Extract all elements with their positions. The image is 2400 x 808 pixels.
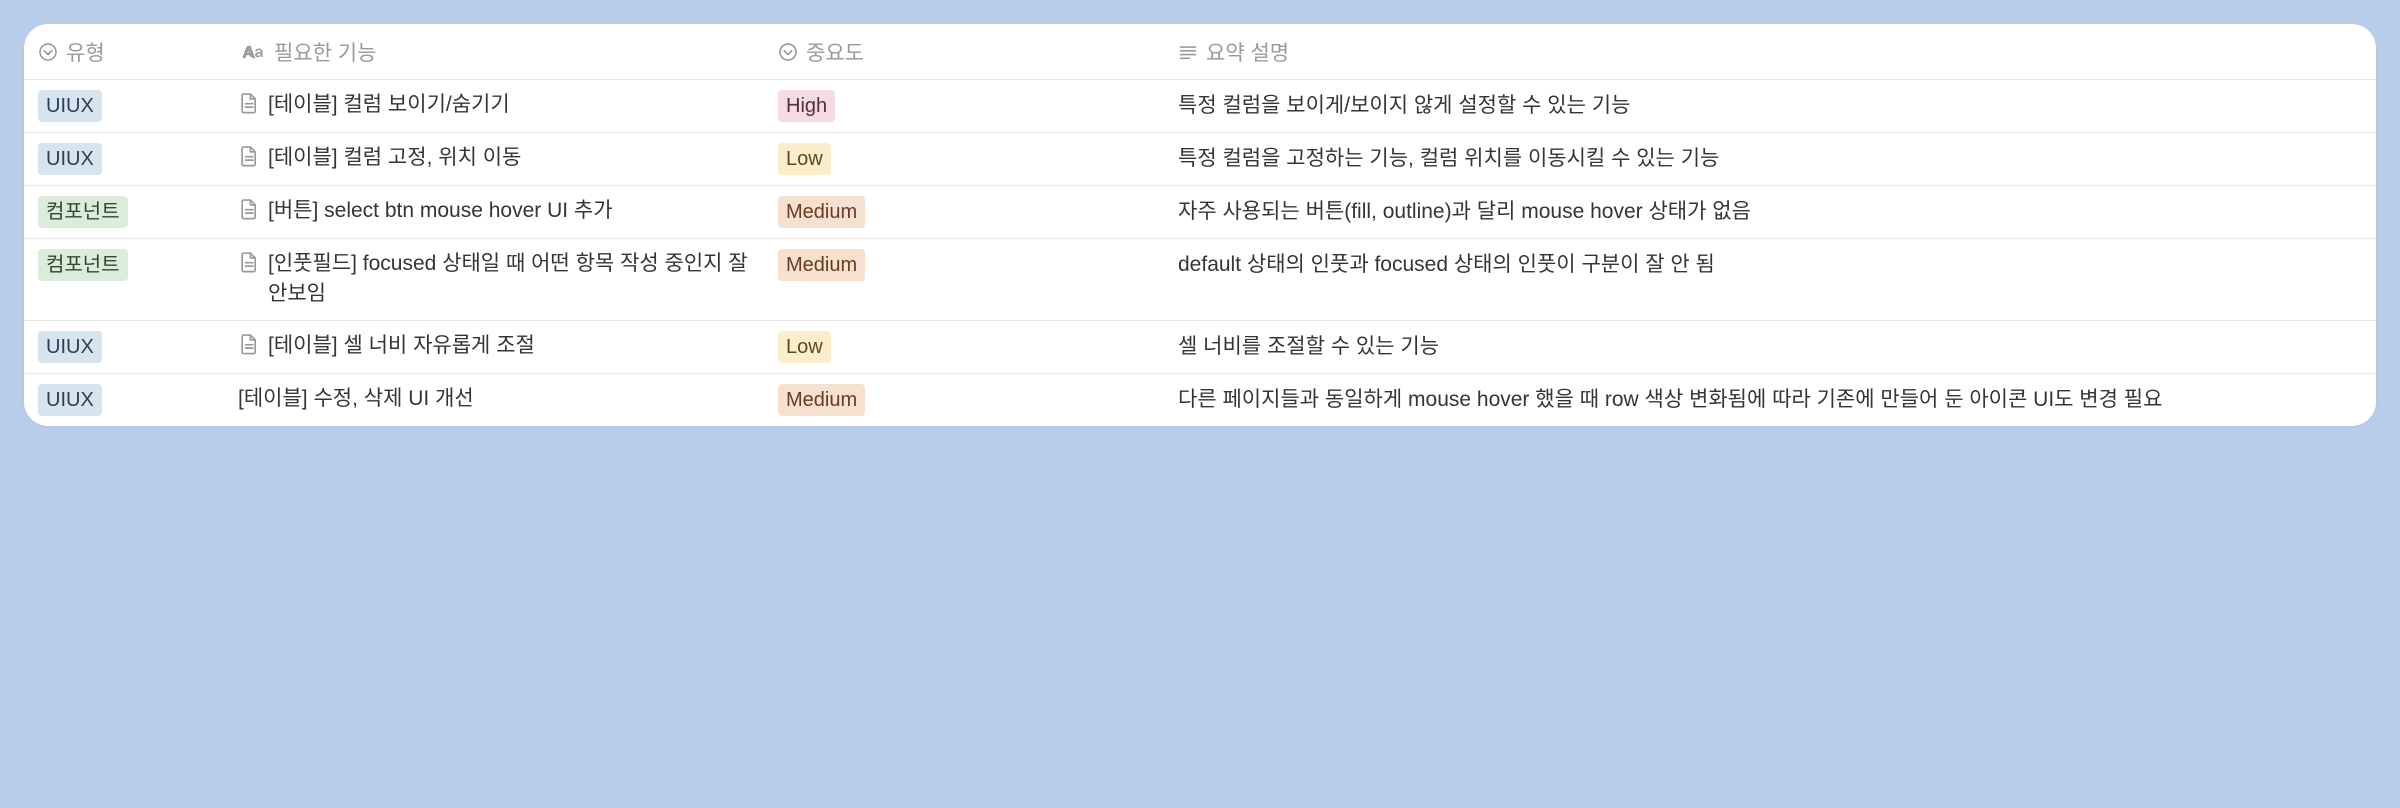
column-header-description[interactable]: 요약 설명 xyxy=(1164,24,2376,79)
table-row[interactable]: UIUX [테이블] 컬럼 보이기/숨기기 High 특정 컬럼을 보이게/보이지 않… xyxy=(24,80,2376,133)
priority-tag[interactable]: High xyxy=(778,90,835,122)
feature-title: [테이블] 컬럼 고정, 위치 이동 xyxy=(268,143,521,173)
type-tag[interactable]: UIUX xyxy=(38,331,102,363)
cell-priority[interactable]: Medium xyxy=(764,239,1164,291)
type-tag[interactable]: UIUX xyxy=(38,143,102,175)
cell-type[interactable]: UIUX xyxy=(24,80,224,132)
cell-feature[interactable]: [버튼] select btn mouse hover UI 추가 xyxy=(224,186,764,236)
cell-priority[interactable]: Low xyxy=(764,133,1164,185)
select-icon xyxy=(38,42,58,62)
page-icon xyxy=(238,198,260,220)
table-body: UIUX [테이블] 컬럼 보이기/숨기기 High 특정 컬럼을 보이게/보이지 않… xyxy=(24,80,2376,426)
table-row[interactable]: UIUX [테이블] 컬럼 고정, 위치 이동 Low 특정 컬럼을 고정하는 기능,… xyxy=(24,133,2376,186)
type-tag[interactable]: 컴포넌트 xyxy=(38,196,128,228)
table-row[interactable]: 컴포넌트 [인풋필드] focused 상태일 때 어떤 항목 작성 중인지 잘 … xyxy=(24,239,2376,321)
cell-feature[interactable]: [인풋필드] focused 상태일 때 어떤 항목 작성 중인지 잘 안보임 xyxy=(224,239,764,320)
cell-description[interactable]: 셀 너비를 조절할 수 있는 기능 xyxy=(1164,321,2376,373)
feature-title: [테이블] 셀 너비 자유롭게 조절 xyxy=(268,331,535,361)
description-text: default 상태의 인풋과 focused 상태의 인풋이 구분이 잘 안 … xyxy=(1178,249,1715,281)
cell-type[interactable]: 컴포넌트 xyxy=(24,186,224,238)
cell-description[interactable]: 자주 사용되는 버튼(fill, outline)과 달리 mouse hove… xyxy=(1164,186,2376,238)
cell-type[interactable]: UIUX xyxy=(24,321,224,373)
cell-type[interactable]: UIUX xyxy=(24,133,224,185)
page-icon xyxy=(238,251,260,273)
column-header-label: 중요도 xyxy=(806,37,864,67)
column-header-feature[interactable]: 필요한 기능 xyxy=(224,24,764,79)
table-row[interactable]: 컴포넌트 [버튼] select btn mouse hover UI 추가 Med… xyxy=(24,186,2376,239)
table-header-row: 유형 필요한 기능 xyxy=(24,24,2376,80)
cell-type[interactable]: UIUX xyxy=(24,374,224,426)
cell-description[interactable]: default 상태의 인풋과 focused 상태의 인풋이 구분이 잘 안 … xyxy=(1164,239,2376,291)
column-header-label: 필요한 기능 xyxy=(274,37,376,67)
description-text: 특정 컬럼을 고정하는 기능, 컬럼 위치를 이동시킬 수 있는 기능 xyxy=(1178,143,1719,175)
cell-feature[interactable]: [테이블] 셀 너비 자유롭게 조절 xyxy=(224,321,764,371)
type-tag[interactable]: UIUX xyxy=(38,90,102,122)
priority-tag[interactable]: Medium xyxy=(778,249,865,281)
cell-type[interactable]: 컴포넌트 xyxy=(24,239,224,291)
feature-title: [테이블] 컬럼 보이기/숨기기 xyxy=(268,90,510,120)
description-text: 자주 사용되는 버튼(fill, outline)과 달리 mouse hove… xyxy=(1178,196,1751,228)
column-header-priority[interactable]: 중요도 xyxy=(764,24,1164,79)
table-row[interactable]: UIUX [테이블] 셀 너비 자유롭게 조절 Low 셀 너비를 조절할 수 있는 … xyxy=(24,321,2376,374)
column-header-label: 유형 xyxy=(66,37,105,67)
page-icon xyxy=(238,145,260,167)
feature-title: [인풋필드] focused 상태일 때 어떤 항목 작성 중인지 잘 안보임 xyxy=(268,249,750,310)
cell-description[interactable]: 특정 컬럼을 보이게/보이지 않게 설정할 수 있는 기능 xyxy=(1164,80,2376,132)
description-text: 다른 페이지들과 동일하게 mouse hover 했을 때 row 색상 변화… xyxy=(1178,384,2162,416)
page-icon xyxy=(238,333,260,355)
cell-feature[interactable]: [테이블] 컬럼 고정, 위치 이동 xyxy=(224,133,764,183)
priority-tag[interactable]: Medium xyxy=(778,384,865,416)
cell-feature[interactable]: [테이블] 컬럼 보이기/숨기기 xyxy=(224,80,764,130)
cell-description[interactable]: 다른 페이지들과 동일하게 mouse hover 했을 때 row 색상 변화… xyxy=(1164,374,2376,426)
cell-description[interactable]: 특정 컬럼을 고정하는 기능, 컬럼 위치를 이동시킬 수 있는 기능 xyxy=(1164,133,2376,185)
column-header-label: 요약 설명 xyxy=(1206,37,1289,67)
priority-tag[interactable]: Medium xyxy=(778,196,865,228)
priority-tag[interactable]: Low xyxy=(778,143,831,175)
text-icon xyxy=(1178,42,1198,62)
type-tag[interactable]: 컴포넌트 xyxy=(38,249,128,281)
feature-title: [테이블] 수정, 삭제 UI 개선 xyxy=(238,384,474,414)
description-text: 특정 컬럼을 보이게/보이지 않게 설정할 수 있는 기능 xyxy=(1178,90,1630,122)
feature-title: [버튼] select btn mouse hover UI 추가 xyxy=(268,196,613,226)
type-tag[interactable]: UIUX xyxy=(38,384,102,416)
cell-priority[interactable]: Medium xyxy=(764,186,1164,238)
table-card: 유형 필요한 기능 xyxy=(24,24,2376,426)
cell-priority[interactable]: High xyxy=(764,80,1164,132)
table-row[interactable]: UIUX [테이블] 수정, 삭제 UI 개선 Medium 다른 페이지들과 동일하… xyxy=(24,374,2376,426)
cell-priority[interactable]: Medium xyxy=(764,374,1164,426)
priority-tag[interactable]: Low xyxy=(778,331,831,363)
description-text: 셀 너비를 조절할 수 있는 기능 xyxy=(1178,331,1439,363)
cell-priority[interactable]: Low xyxy=(764,321,1164,373)
column-header-type[interactable]: 유형 xyxy=(24,24,224,79)
title-aa-icon xyxy=(240,42,266,62)
select-icon xyxy=(778,42,798,62)
page-icon xyxy=(238,92,260,114)
cell-feature[interactable]: [테이블] 수정, 삭제 UI 개선 xyxy=(224,374,764,424)
